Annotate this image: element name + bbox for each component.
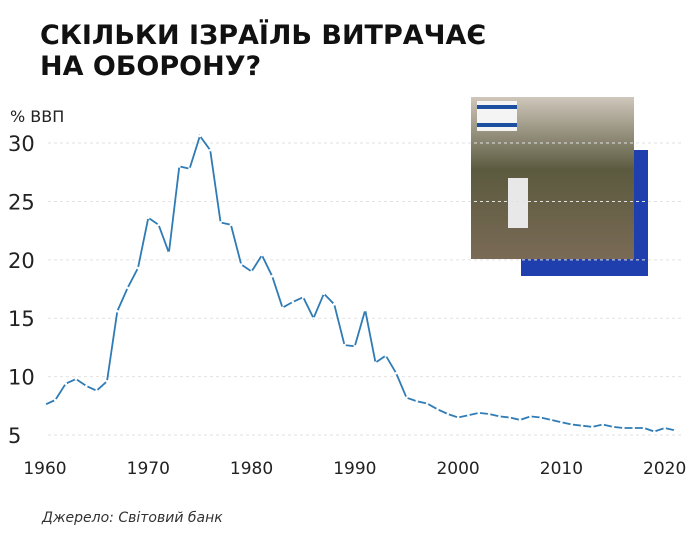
data-point [74,377,78,381]
data-point [126,286,129,290]
data-point [467,413,470,417]
data-point [632,426,635,430]
source: Джерело: Світовий банк [41,510,223,526]
data-point [270,274,274,278]
data-point [167,251,171,255]
data-point [136,266,140,270]
data-point [653,430,656,433]
data-point [219,221,222,224]
data-point [518,418,522,422]
data-point [322,292,326,296]
data-point [384,354,388,357]
data-point [229,223,233,227]
data-point [436,408,439,411]
data-point [446,412,450,416]
data-point [332,302,336,306]
data-point [560,420,563,424]
data-point [353,344,357,348]
data-point [415,399,419,403]
data-point [146,216,150,220]
data-point [622,426,625,430]
y-tick-label: 30 [8,132,35,156]
data-point [95,389,98,392]
data-point [208,148,212,152]
flag [508,178,528,228]
data-point [539,416,543,419]
x-tick-label: 1960 [23,459,66,479]
data-point [529,415,532,418]
chart-title: НА ОБОРОНУ? [40,51,261,82]
data-point [343,343,346,347]
data-point [601,423,605,426]
x-tick-label: 2000 [436,459,479,479]
x-tick-label: 1990 [333,459,376,479]
x-tick-label: 1970 [127,459,170,479]
photo [471,97,648,276]
data-point [477,411,481,415]
data-point [456,416,460,419]
flag-stripe [477,123,517,127]
data-point [673,429,677,432]
data-point [115,309,119,313]
y-axis-label: % ВВП [10,107,64,126]
data-point [508,416,512,419]
y-tick-label: 25 [8,190,35,214]
y-tick-label: 5 [8,424,21,448]
chart-title: СКІЛЬКИ ІЗРАЇЛЬ ВИТРАЧАЄ [40,19,486,51]
data-point [312,316,315,320]
data-point [498,415,501,418]
flag-stripe [477,105,517,109]
data-point [54,398,57,402]
data-point [281,306,284,310]
data-point [291,300,295,304]
data-point [239,263,243,266]
data-point [64,382,67,385]
data-point [188,167,191,171]
data-point [425,402,429,405]
data-point [487,412,491,416]
data-point [250,270,253,273]
y-tick-label: 10 [8,366,35,390]
x-tick-label: 2020 [643,459,686,479]
data-point [374,361,377,364]
data-point [177,165,181,168]
y-tick-label: 20 [8,249,35,273]
data-point [663,426,666,430]
data-point [611,425,615,429]
data-point [301,295,305,299]
data-point [157,223,160,227]
x-tick-label: 2010 [540,459,583,479]
data-point [363,308,367,312]
data-point [580,424,584,428]
data-point [405,396,408,399]
data-point [549,418,553,422]
data-point [394,371,398,375]
data-point [591,425,594,429]
x-tick-label: 1980 [230,459,273,479]
data-point [570,423,574,426]
data-point [198,134,202,138]
y-tick-label: 15 [8,307,35,331]
data-point [43,403,47,406]
data-point [260,253,264,257]
data-point [642,426,646,430]
data-point [105,380,109,383]
data-point [85,384,88,388]
data-line [44,134,676,433]
